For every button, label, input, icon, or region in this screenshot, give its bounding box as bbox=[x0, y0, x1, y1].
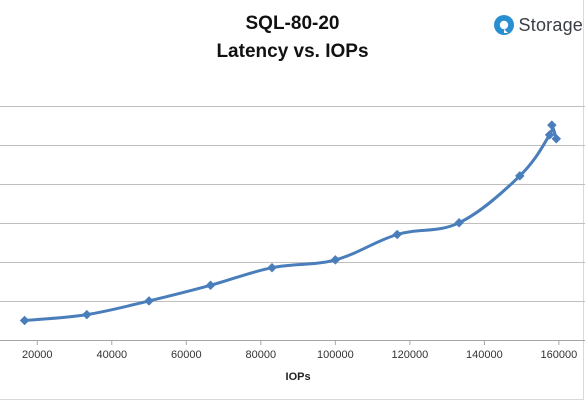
brand-logo-text: Storage bbox=[518, 14, 583, 35]
chart-title-line-2: Latency vs. IOPs bbox=[216, 41, 369, 62]
storage-logo-icon bbox=[493, 15, 514, 35]
series-line bbox=[23, 123, 558, 322]
x-tick-label: 160000 bbox=[541, 349, 578, 361]
data-point-marker bbox=[514, 171, 525, 181]
data-point-marker bbox=[392, 229, 403, 240]
x-tick-label: 40000 bbox=[96, 349, 127, 361]
x-tick-label: 120000 bbox=[392, 349, 429, 361]
data-point-marker bbox=[546, 120, 557, 130]
brand-logo: Storage bbox=[493, 12, 583, 38]
x-tick-label: 80000 bbox=[246, 349, 277, 361]
chart-title-line-1: SQL-80-20 bbox=[245, 13, 340, 34]
data-point-marker bbox=[81, 309, 92, 320]
x-tick-label: 60000 bbox=[171, 349, 202, 361]
chart-gridlines bbox=[0, 106, 585, 341]
data-point-marker bbox=[544, 129, 555, 140]
x-tick-label: 140000 bbox=[466, 349, 503, 361]
chart-title: SQL-80-20 Latency vs. IOPs bbox=[0, 10, 585, 66]
x-tick-label: 100000 bbox=[317, 349, 354, 361]
data-point-marker bbox=[267, 262, 277, 273]
x-axis-ticks: 20000 40000 60000 80000 100000 120000 140000 16… bbox=[22, 340, 577, 361]
x-tick-label: 20000 bbox=[22, 349, 53, 361]
x-axis-label: IOPs bbox=[286, 371, 311, 383]
data-point-marker bbox=[144, 296, 154, 306]
series-markers bbox=[19, 120, 562, 326]
data-point-marker bbox=[19, 315, 30, 326]
data-point-marker bbox=[551, 133, 562, 144]
data-point-marker bbox=[330, 255, 341, 265]
data-point-marker bbox=[454, 217, 464, 228]
data-point-marker bbox=[205, 280, 216, 291]
